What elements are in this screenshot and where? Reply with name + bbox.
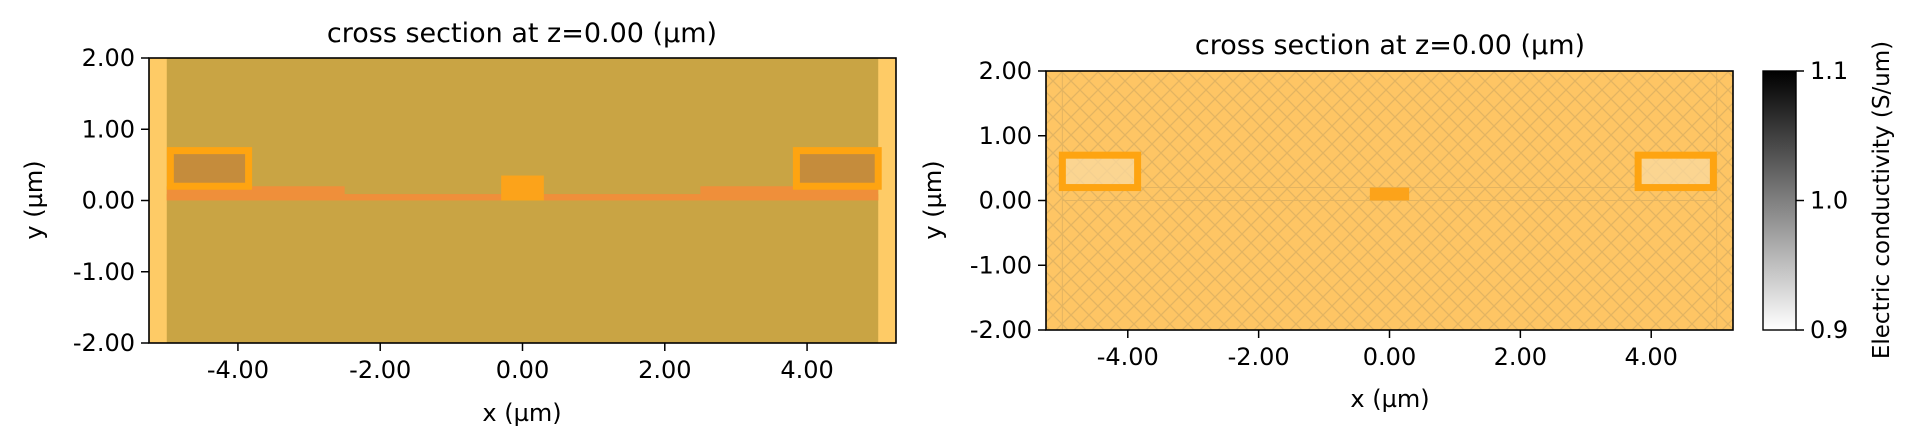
- x-tick-label: 2.00: [1494, 343, 1547, 371]
- colorbar-bar: [1762, 70, 1797, 331]
- x-tick-label: 0.00: [1363, 343, 1416, 371]
- colorbar-tick-label: 1.1: [1810, 57, 1848, 85]
- left-box-structure: [166, 147, 253, 190]
- x-tick-label: 4.00: [1624, 343, 1677, 371]
- chart-right-x-ticks: -4.00 -2.00 0.00 2.00 4.00: [1097, 330, 1678, 371]
- chart-right: cross section at z=0.00 (µm) -4.00 -2.00 0…: [919, 30, 1734, 413]
- colorbar-ticks: 0.9 1.0 1.1: [1796, 57, 1848, 344]
- chart-left-y-ticks: -2.00 -1.00 0.00 1.00 2.00: [73, 44, 149, 357]
- y-tick-label: 0.00: [82, 187, 135, 215]
- center-block-structure: [1369, 187, 1410, 201]
- x-tick-label: -2.00: [349, 356, 411, 384]
- y-tick-label: -1.00: [970, 251, 1032, 279]
- y-tick-label: 1.00: [979, 122, 1032, 150]
- x-tick-label: -2.00: [1228, 343, 1290, 371]
- center-block-structure: [501, 175, 544, 201]
- x-tick-label: -4.00: [207, 356, 269, 384]
- chart-left-x-axis-label: x (µm): [482, 399, 561, 427]
- y-tick-label: 0.00: [979, 187, 1032, 215]
- right-box-structure: [1634, 151, 1717, 192]
- slab-right-step-structure: [700, 186, 879, 201]
- chart-right-y-ticks: -2.00 -1.00 0.00 1.00 2.00: [970, 57, 1046, 344]
- colorbar-label: Electric conductivity (S/um): [1869, 41, 1895, 359]
- y-tick-label: -2.00: [970, 316, 1032, 344]
- y-tick-label: 2.00: [979, 57, 1032, 85]
- chart-left-y-axis-label: y (µm): [20, 160, 48, 239]
- chart-right-plot-area: [1046, 71, 1733, 330]
- right-box-structure: [792, 147, 882, 190]
- colorbar-tick-label: 1.0: [1810, 187, 1848, 215]
- y-tick-label: -2.00: [73, 329, 135, 357]
- chart-right-x-axis-label: x (µm): [1350, 385, 1429, 413]
- chart-left-plot-area: [149, 58, 896, 343]
- x-tick-label: -4.00: [1097, 343, 1159, 371]
- colorbar-tick-label: 0.9: [1810, 316, 1848, 344]
- chart-left-x-ticks: -4.00 -2.00 0.00 2.00 4.00: [207, 343, 834, 384]
- chart-right-y-axis-label: y (µm): [919, 160, 947, 239]
- y-tick-label: 2.00: [82, 44, 135, 72]
- chart-right-title: cross section at z=0.00 (µm): [1195, 30, 1585, 61]
- left-box-structure: [1058, 151, 1142, 192]
- chart-left-title: cross section at z=0.00 (µm): [327, 18, 717, 49]
- colorbar: 0.9 1.0 1.1 Electric conductivity (S/um): [1762, 41, 1895, 359]
- chart-left: cross section at z=0.00 (µm) -4.00 -2.00 0…: [20, 18, 897, 427]
- x-tick-label: 2.00: [638, 356, 691, 384]
- x-tick-label: 4.00: [780, 356, 833, 384]
- slab-left-step-structure: [166, 186, 345, 201]
- x-tick-label: 0.00: [496, 356, 549, 384]
- y-tick-label: -1.00: [73, 258, 135, 286]
- y-tick-label: 1.00: [82, 115, 135, 143]
